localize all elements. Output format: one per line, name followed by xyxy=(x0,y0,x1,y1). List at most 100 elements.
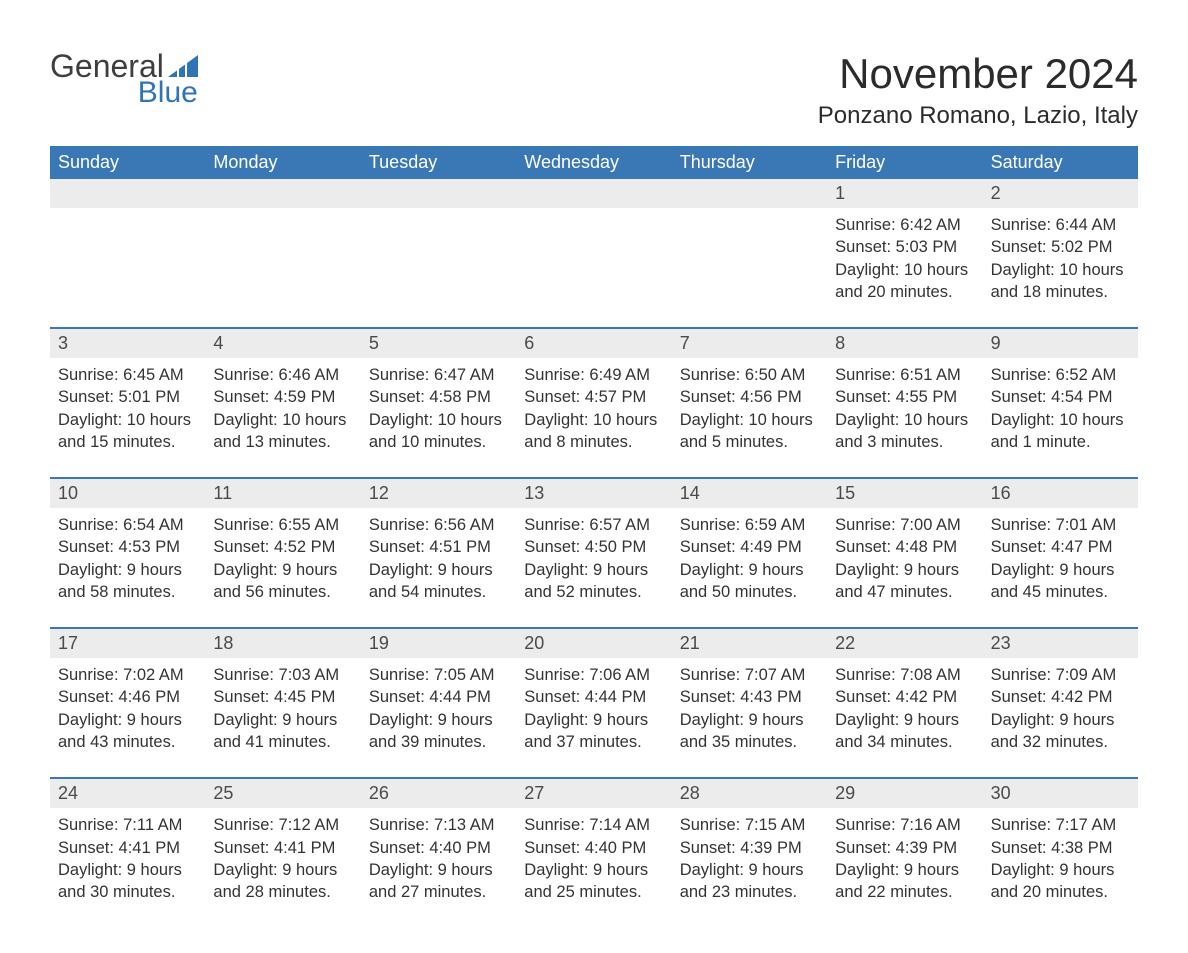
day-number: 10 xyxy=(50,479,205,508)
day-sunset: Sunset: 4:44 PM xyxy=(369,686,508,708)
day-sunset: Sunset: 4:39 PM xyxy=(835,837,974,859)
day-sunset: Sunset: 4:48 PM xyxy=(835,536,974,558)
day-sunrise: Sunrise: 7:01 AM xyxy=(991,514,1130,536)
day-daylight1: Daylight: 9 hours xyxy=(369,859,508,881)
day-sunrise: Sunrise: 6:52 AM xyxy=(991,364,1130,386)
day-number: 11 xyxy=(205,479,360,508)
day-cell: Sunrise: 7:06 AMSunset: 4:44 PMDaylight:… xyxy=(516,658,671,763)
day-number: 12 xyxy=(361,479,516,508)
day-number: 13 xyxy=(516,479,671,508)
day-sunset: Sunset: 4:57 PM xyxy=(524,386,663,408)
weekday-label: Monday xyxy=(205,146,360,179)
day-sunset: Sunset: 5:01 PM xyxy=(58,386,197,408)
day-number: 20 xyxy=(516,629,671,658)
day-cell xyxy=(50,208,205,313)
day-daylight2: and 35 minutes. xyxy=(680,731,819,753)
day-daylight1: Daylight: 10 hours xyxy=(835,259,974,281)
day-number xyxy=(50,179,205,208)
day-sunset: Sunset: 4:55 PM xyxy=(835,386,974,408)
page-header: General Blue November 2024 Ponzano Roman… xyxy=(50,50,1138,140)
day-sunrise: Sunrise: 6:47 AM xyxy=(369,364,508,386)
day-sunrise: Sunrise: 6:44 AM xyxy=(991,214,1130,236)
day-sunrise: Sunrise: 6:49 AM xyxy=(524,364,663,386)
day-sunrise: Sunrise: 6:54 AM xyxy=(58,514,197,536)
day-sunrise: Sunrise: 7:11 AM xyxy=(58,814,197,836)
day-cell: Sunrise: 7:03 AMSunset: 4:45 PMDaylight:… xyxy=(205,658,360,763)
day-daylight2: and 18 minutes. xyxy=(991,281,1130,303)
title-block: November 2024 Ponzano Romano, Lazio, Ita… xyxy=(818,50,1138,140)
day-number-row: 24252627282930 xyxy=(50,779,1138,808)
day-daylight1: Daylight: 9 hours xyxy=(369,559,508,581)
calendar-week: 12Sunrise: 6:42 AMSunset: 5:03 PMDayligh… xyxy=(50,179,1138,313)
day-daylight1: Daylight: 9 hours xyxy=(58,859,197,881)
day-sunrise: Sunrise: 6:55 AM xyxy=(213,514,352,536)
day-cell: Sunrise: 6:50 AMSunset: 4:56 PMDaylight:… xyxy=(672,358,827,463)
day-number: 27 xyxy=(516,779,671,808)
day-daylight2: and 13 minutes. xyxy=(213,431,352,453)
day-sunrise: Sunrise: 7:15 AM xyxy=(680,814,819,836)
day-daylight1: Daylight: 9 hours xyxy=(835,559,974,581)
day-number-row: 3456789 xyxy=(50,329,1138,358)
day-cell: Sunrise: 6:54 AMSunset: 4:53 PMDaylight:… xyxy=(50,508,205,613)
weekday-label: Sunday xyxy=(50,146,205,179)
day-daylight1: Daylight: 9 hours xyxy=(835,709,974,731)
day-cell: Sunrise: 6:42 AMSunset: 5:03 PMDaylight:… xyxy=(827,208,982,313)
day-number xyxy=(516,179,671,208)
day-cell: Sunrise: 6:55 AMSunset: 4:52 PMDaylight:… xyxy=(205,508,360,613)
day-daylight2: and 50 minutes. xyxy=(680,581,819,603)
day-sunset: Sunset: 4:59 PM xyxy=(213,386,352,408)
day-sunrise: Sunrise: 7:00 AM xyxy=(835,514,974,536)
day-number: 16 xyxy=(983,479,1138,508)
day-number: 30 xyxy=(983,779,1138,808)
weekday-label: Friday xyxy=(827,146,982,179)
day-sunset: Sunset: 4:40 PM xyxy=(524,837,663,859)
day-daylight2: and 43 minutes. xyxy=(58,731,197,753)
day-number: 7 xyxy=(672,329,827,358)
day-daylight2: and 20 minutes. xyxy=(835,281,974,303)
day-cell: Sunrise: 6:57 AMSunset: 4:50 PMDaylight:… xyxy=(516,508,671,613)
day-cell: Sunrise: 6:49 AMSunset: 4:57 PMDaylight:… xyxy=(516,358,671,463)
day-daylight2: and 54 minutes. xyxy=(369,581,508,603)
day-daylight1: Daylight: 10 hours xyxy=(369,409,508,431)
day-daylight1: Daylight: 9 hours xyxy=(213,559,352,581)
day-daylight2: and 32 minutes. xyxy=(991,731,1130,753)
day-sunrise: Sunrise: 7:13 AM xyxy=(369,814,508,836)
day-daylight2: and 58 minutes. xyxy=(58,581,197,603)
day-cell: Sunrise: 6:44 AMSunset: 5:02 PMDaylight:… xyxy=(983,208,1138,313)
day-sunset: Sunset: 5:03 PM xyxy=(835,236,974,258)
day-number: 14 xyxy=(672,479,827,508)
month-title: November 2024 xyxy=(818,50,1138,98)
day-daylight2: and 25 minutes. xyxy=(524,881,663,903)
day-daylight1: Daylight: 10 hours xyxy=(835,409,974,431)
day-sunset: Sunset: 4:52 PM xyxy=(213,536,352,558)
day-sunrise: Sunrise: 7:07 AM xyxy=(680,664,819,686)
day-number: 9 xyxy=(983,329,1138,358)
day-daylight2: and 3 minutes. xyxy=(835,431,974,453)
day-cell: Sunrise: 6:45 AMSunset: 5:01 PMDaylight:… xyxy=(50,358,205,463)
day-daylight1: Daylight: 9 hours xyxy=(524,709,663,731)
day-sunset: Sunset: 4:46 PM xyxy=(58,686,197,708)
day-daylight1: Daylight: 10 hours xyxy=(991,259,1130,281)
day-sunset: Sunset: 4:47 PM xyxy=(991,536,1130,558)
day-number: 29 xyxy=(827,779,982,808)
day-daylight1: Daylight: 10 hours xyxy=(680,409,819,431)
day-cell: Sunrise: 7:00 AMSunset: 4:48 PMDaylight:… xyxy=(827,508,982,613)
day-sunset: Sunset: 4:53 PM xyxy=(58,536,197,558)
day-daylight1: Daylight: 9 hours xyxy=(213,859,352,881)
day-daylight1: Daylight: 10 hours xyxy=(213,409,352,431)
day-cell: Sunrise: 6:59 AMSunset: 4:49 PMDaylight:… xyxy=(672,508,827,613)
day-cell: Sunrise: 7:01 AMSunset: 4:47 PMDaylight:… xyxy=(983,508,1138,613)
day-sunset: Sunset: 4:43 PM xyxy=(680,686,819,708)
day-daylight1: Daylight: 9 hours xyxy=(213,709,352,731)
day-sunset: Sunset: 4:40 PM xyxy=(369,837,508,859)
day-sunrise: Sunrise: 6:50 AM xyxy=(680,364,819,386)
day-number: 19 xyxy=(361,629,516,658)
day-number: 2 xyxy=(983,179,1138,208)
day-cell: Sunrise: 7:08 AMSunset: 4:42 PMDaylight:… xyxy=(827,658,982,763)
day-sunrise: Sunrise: 6:56 AM xyxy=(369,514,508,536)
day-number: 4 xyxy=(205,329,360,358)
day-daylight1: Daylight: 9 hours xyxy=(680,559,819,581)
day-sunset: Sunset: 5:02 PM xyxy=(991,236,1130,258)
day-number: 3 xyxy=(50,329,205,358)
day-daylight1: Daylight: 9 hours xyxy=(58,559,197,581)
